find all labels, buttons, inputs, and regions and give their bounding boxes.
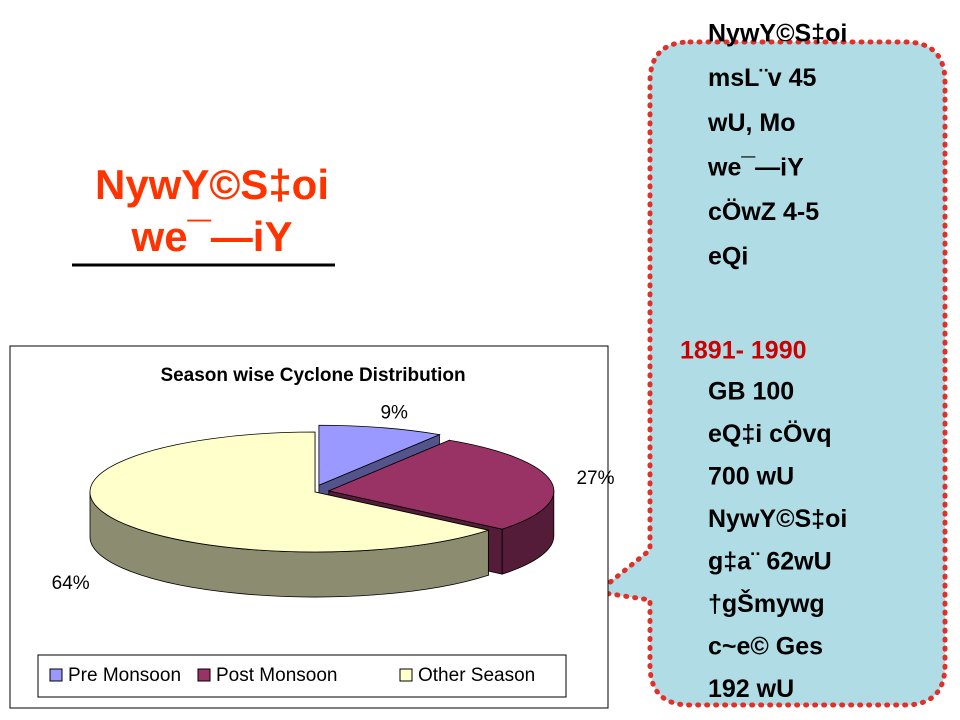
callout-line: GB 100 xyxy=(708,378,794,406)
callout-line: NywY©S‡oi xyxy=(708,505,847,533)
callout-line: msL¨v 45 xyxy=(708,64,816,92)
legend-swatch xyxy=(399,668,413,682)
heading: NywY©S‡oi xyxy=(95,161,329,208)
legend-label: Pre Monsoon xyxy=(68,665,181,686)
callout-line: †gŠmywg xyxy=(708,588,825,618)
callout-bubble xyxy=(592,39,948,708)
callout-line: g‡a¨ 62wU xyxy=(708,548,832,576)
legend-label: Post Monsoon xyxy=(216,665,337,686)
legend xyxy=(37,654,567,698)
slice xyxy=(327,439,555,530)
callout-line: c~e© Ges xyxy=(708,633,823,661)
callout-line: NywY©S‡oi xyxy=(708,20,847,48)
slice xyxy=(318,424,441,486)
legend-swatch xyxy=(49,668,63,682)
callout-line: eQ‡i cÖvq xyxy=(708,419,832,448)
pie: 9% 27% 64% xyxy=(52,402,615,598)
data-label: 27% xyxy=(576,468,614,489)
heading: we¯—iY xyxy=(131,213,293,260)
callout-line: 192 wU xyxy=(708,675,794,703)
legend-swatch xyxy=(197,668,211,682)
data-label: 9% xyxy=(380,402,408,423)
callout-line: wU, Mo xyxy=(707,109,796,137)
callout-line: cÖwZ 4-5 xyxy=(708,197,819,226)
legend-label: Other Season xyxy=(418,665,535,686)
legend-items: Pre Monsoon Post Monsoon Other Season xyxy=(49,665,535,686)
callout-line: eQi xyxy=(708,243,748,271)
slice xyxy=(89,431,490,553)
callout-line: 700 wU xyxy=(708,463,794,491)
callout-period: 1891- 1990 xyxy=(680,337,807,365)
chart-title: Season wise Cyclone Distribution xyxy=(160,365,465,386)
callout-text: NywY©S‡oi msL¨v 45 wU, Mo we¯—iY cÖwZ 4-5 eQi… xyxy=(680,20,847,704)
callout-line: we¯—iY xyxy=(707,153,804,181)
data-label: 64% xyxy=(52,573,90,594)
